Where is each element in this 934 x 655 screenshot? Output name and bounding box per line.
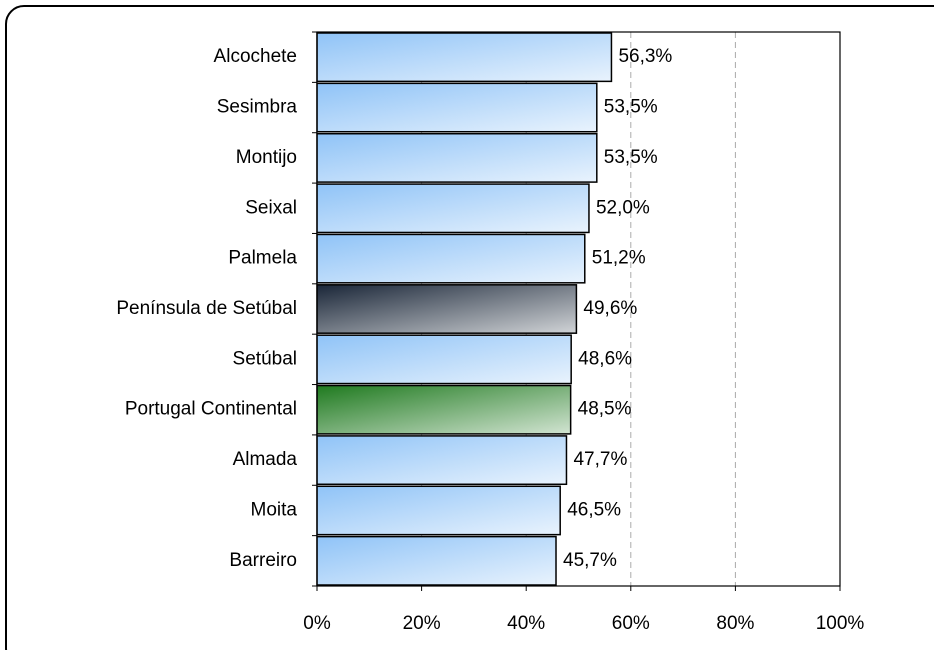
y-tick-label: Palmela [228, 248, 297, 269]
bar [316, 384, 572, 435]
y-tick-label: Barreiro [229, 550, 297, 571]
value-label: 47,7% [573, 449, 627, 470]
y-tick-label: Moita [251, 499, 298, 520]
y-tick-label: Montijo [236, 147, 297, 168]
x-tick-label: 80% [716, 613, 754, 634]
x-tick-label: 60% [612, 613, 650, 634]
value-label: 56,3% [618, 46, 672, 67]
value-label: 53,5% [604, 147, 658, 168]
y-tick-label: Sesimbra [217, 97, 298, 118]
x-tick-label: 40% [507, 613, 545, 634]
x-tick-label: 20% [403, 613, 441, 634]
bar [316, 82, 598, 133]
value-label: 51,2% [592, 248, 646, 269]
bar [316, 32, 613, 83]
y-tick-label: Península de Setúbal [116, 298, 297, 319]
bar [316, 535, 557, 586]
bar [316, 485, 561, 536]
value-label: 46,5% [567, 499, 621, 520]
y-tick-label: Portugal Continental [125, 399, 297, 420]
value-label: 52,0% [596, 197, 650, 218]
x-tick-label: 100% [816, 613, 865, 634]
bar [316, 435, 568, 486]
x-tick-label: 0% [303, 613, 331, 634]
bar [316, 284, 578, 334]
plot-border [316, 31, 841, 587]
value-label: 48,5% [578, 399, 632, 420]
value-label: 45,7% [563, 550, 617, 571]
value-label: 53,5% [604, 97, 658, 118]
y-tick-label: Seixal [245, 197, 297, 218]
y-tick-label: Almada [233, 449, 298, 470]
y-tick-label: Setúbal [233, 348, 297, 369]
bar [316, 233, 586, 284]
bar [316, 132, 598, 183]
y-tick-label: Alcochete [214, 46, 297, 67]
value-label: 48,6% [578, 348, 632, 369]
bar [316, 334, 572, 385]
bar [316, 183, 590, 234]
value-label: 49,6% [583, 298, 637, 319]
